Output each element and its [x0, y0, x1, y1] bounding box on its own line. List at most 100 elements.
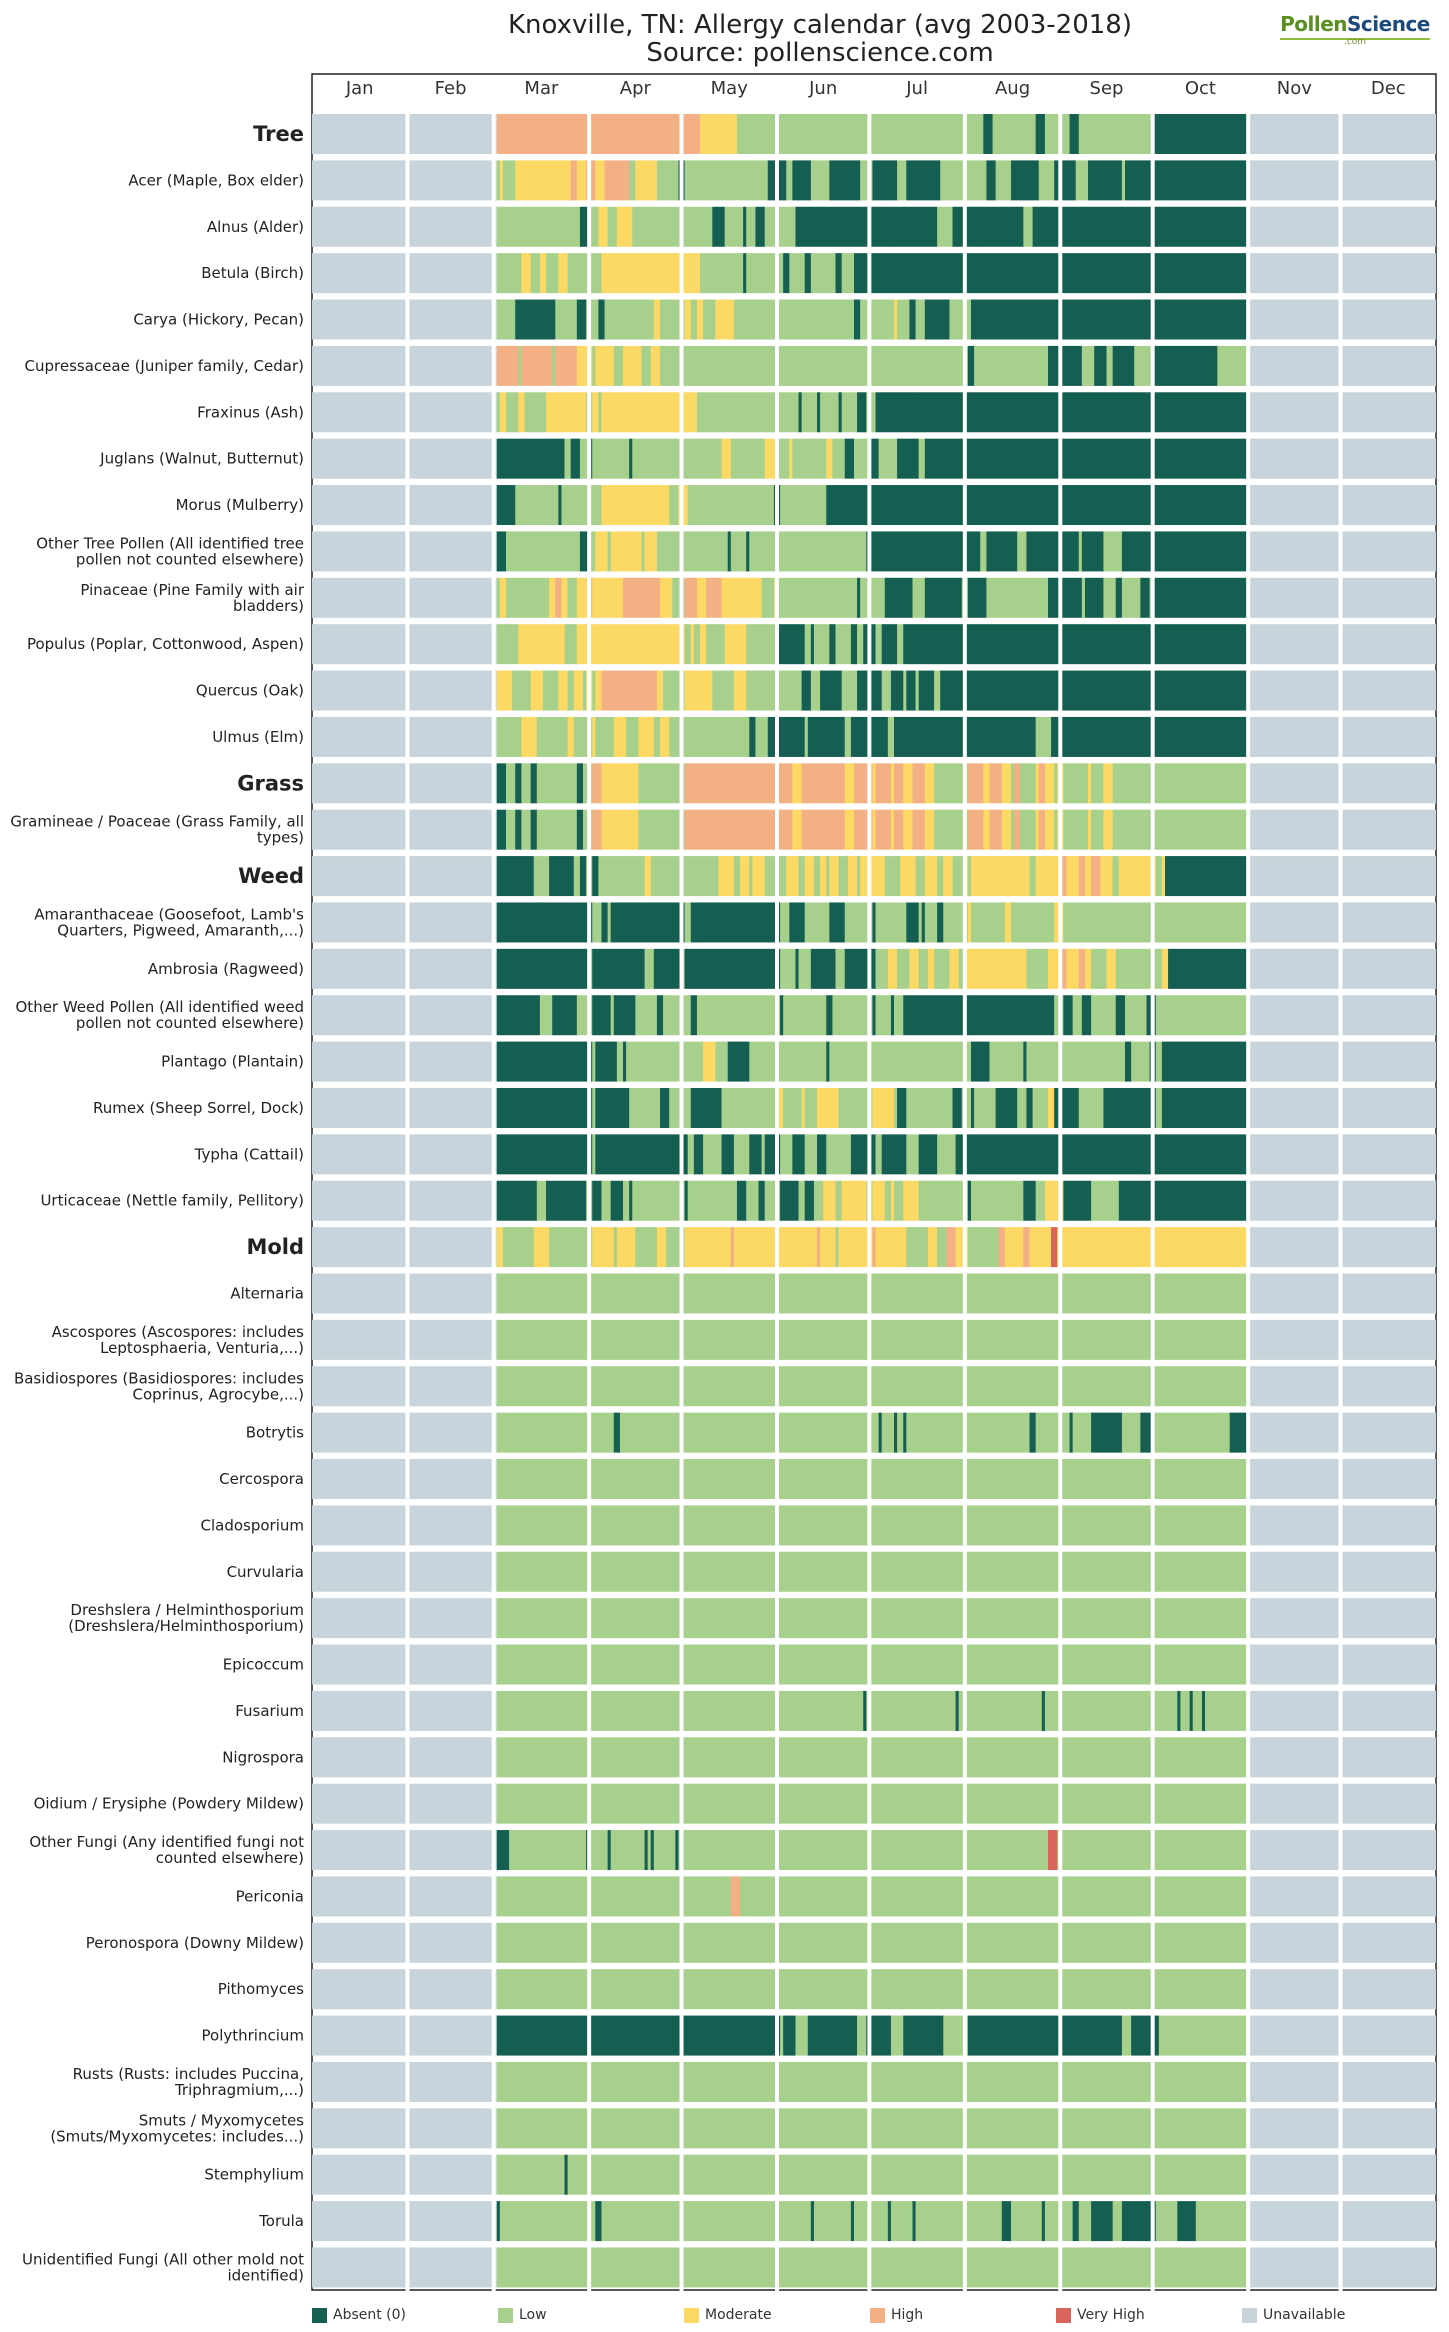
pollenscience-logo: PollenScience .com: [1270, 12, 1440, 47]
cell-unavailable: [1340, 948, 1436, 989]
cell-level-1: [530, 253, 541, 294]
row-label-urticaceae-nettle-family-pellitory: Urticaceae (Nettle family, Pellitory): [40, 1192, 304, 1210]
row-label-stemphylium: Stemphylium: [204, 2166, 304, 2184]
cell-level-2: [764, 438, 778, 479]
cell-level-3: [817, 1227, 821, 1268]
cell-level-1: [496, 206, 578, 247]
cell-level-1: [632, 438, 722, 479]
cell-level-2: [820, 856, 827, 897]
cell-level-0: [690, 902, 781, 943]
cell-level-1: [887, 114, 984, 154]
cell-level-2: [786, 856, 799, 897]
cell-level-1: [499, 2201, 596, 2242]
cell-unavailable: [312, 2201, 408, 2242]
cell-unavailable: [312, 716, 408, 757]
cell-level-1: [897, 299, 910, 340]
cell-level-0: [629, 1180, 633, 1221]
cell-level-2: [924, 856, 938, 897]
legend-item-very-high: Very High: [1056, 2304, 1145, 2326]
cell-level-0: [1054, 160, 1077, 201]
cell-level-3: [946, 1227, 957, 1268]
cell-level-1: [804, 624, 812, 665]
cell-level-0: [595, 1041, 618, 1082]
cell-level-1: [1038, 160, 1055, 201]
row-label-other-weed-pollen-all-identified-weed-pollen-not-counted-elsewhere: Other Weed Pollen (All identified weed po…: [16, 998, 305, 1032]
cell-unavailable: [1340, 1273, 1436, 1314]
cell-unavailable: [312, 902, 408, 943]
cell-level-1: [1078, 114, 1154, 154]
cell-level-0: [940, 670, 1154, 711]
cell-level-1: [629, 1087, 661, 1128]
cell-level-2: [530, 670, 544, 711]
cell-level-1: [915, 299, 926, 340]
cell-unavailable: [1248, 1273, 1341, 1314]
cell-level-0: [906, 902, 920, 943]
cell-level-1: [881, 1412, 895, 1453]
row-label-alternaria: Alternaria: [230, 1285, 304, 1303]
cell-level-0: [967, 577, 987, 618]
cell-level-0: [817, 392, 821, 433]
cell-level-0: [592, 1180, 602, 1221]
cell-level-1: [730, 438, 766, 479]
cell-unavailable: [312, 253, 408, 294]
cell-level-1: [1044, 114, 1061, 154]
cell-unavailable: [1248, 2201, 1341, 2242]
cell-level-1: [644, 948, 655, 989]
cell-level-1: [906, 1412, 1030, 1453]
cell-level-2: [1103, 809, 1114, 850]
cell-unavailable: [312, 624, 408, 665]
cell-level-0: [598, 299, 605, 340]
cell-level-0: [798, 392, 803, 433]
cell-level-1: [1060, 114, 1070, 154]
cell-unavailable: [407, 1969, 494, 2010]
cell-level-3: [1023, 1227, 1030, 1268]
cell-level-1: [552, 345, 556, 386]
cell-level-2: [684, 1227, 732, 1268]
cell-level-1: [1011, 902, 1055, 943]
cell-level-1: [502, 160, 516, 201]
cell-level-1: [607, 531, 612, 572]
cell-level-0: [924, 438, 1154, 479]
cell-level-2: [1084, 856, 1092, 897]
cell-unavailable: [1248, 206, 1341, 247]
cell-level-2: [1001, 763, 1012, 804]
cell-level-1: [496, 1505, 1249, 1546]
cell-level-1: [684, 716, 750, 757]
cell-level-1: [952, 856, 966, 897]
cell-unavailable: [407, 2015, 494, 2056]
cell-level-0: [576, 763, 584, 804]
cell-unavailable: [312, 995, 408, 1036]
cell-level-1: [567, 577, 578, 618]
cell-level-0: [496, 763, 507, 804]
cell-level-1: [1155, 2201, 1178, 2242]
cell-level-2: [635, 160, 658, 201]
cell-unavailable: [312, 299, 408, 340]
cell-level-1: [684, 624, 692, 665]
cell-level-0: [1152, 1180, 1249, 1221]
cell-level-1: [619, 1412, 880, 1453]
cell-level-1: [687, 1134, 695, 1175]
cell-level-3: [1078, 948, 1086, 989]
cell-level-0: [496, 2015, 781, 2056]
cell-level-2: [601, 253, 624, 294]
cell-level-1: [789, 253, 806, 294]
cell-level-1: [934, 948, 950, 989]
cell-unavailable: [312, 1690, 408, 1731]
cell-level-1: [776, 531, 867, 572]
cell-level-0: [746, 531, 750, 572]
cell-level-1: [496, 1412, 615, 1453]
cell-level-1: [890, 2201, 913, 2242]
cell-level-1: [703, 299, 716, 340]
cell-level-1: [934, 670, 941, 711]
cell-level-1: [669, 485, 679, 526]
cell-level-3: [684, 763, 781, 804]
cell-level-2: [887, 948, 898, 989]
cell-unavailable: [312, 948, 408, 989]
cell-level-0: [690, 1087, 722, 1128]
cell-unavailable: [407, 1412, 494, 1453]
cell-unavailable: [312, 206, 408, 247]
cell-unavailable: [312, 114, 408, 154]
cell-unavailable: [1340, 1783, 1436, 1824]
cell-level-1: [546, 253, 559, 294]
cell-level-1: [496, 1969, 1249, 2010]
